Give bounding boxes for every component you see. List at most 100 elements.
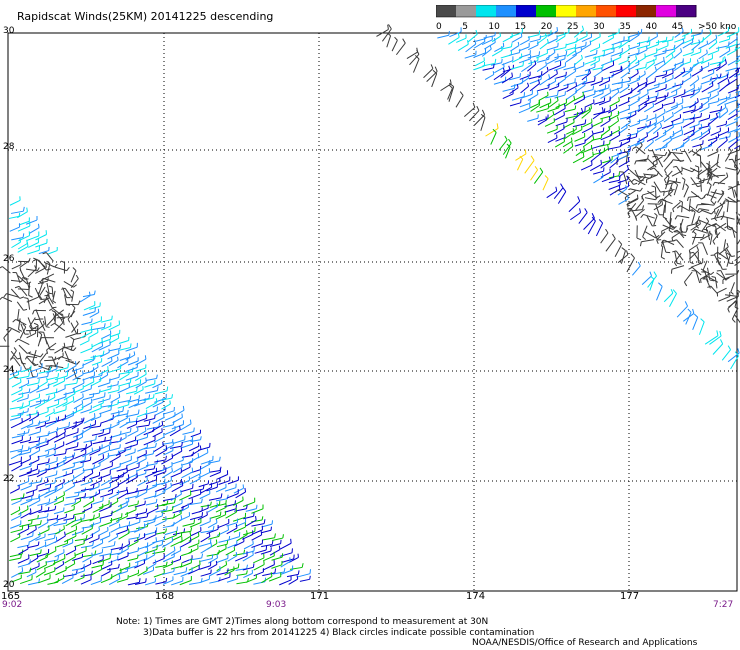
- wind-barb: [664, 94, 677, 100]
- wind-barb-flag: [70, 336, 75, 340]
- wind-barb: [737, 103, 740, 106]
- wind-barb: [83, 417, 96, 424]
- wind-barb: [490, 62, 502, 66]
- wind-barb-flag: [165, 577, 168, 582]
- wind-barb: [216, 564, 227, 572]
- wind-barb: [20, 368, 31, 373]
- wind-barb-flag: [81, 418, 84, 423]
- wind-barb: [62, 314, 65, 326]
- wind-barb-flag: [102, 428, 105, 434]
- wind-barb: [728, 38, 738, 46]
- wind-barb: [581, 89, 594, 93]
- wind-barb-flag: [594, 76, 596, 82]
- wind-barb-flag: [726, 252, 731, 256]
- wind-barb-flag: [655, 196, 659, 201]
- wind-barb: [581, 36, 592, 43]
- wind-barb: [171, 502, 183, 509]
- wind-barb: [605, 238, 616, 252]
- wind-barb: [18, 220, 30, 226]
- wind-barb: [9, 448, 23, 453]
- wind-barb: [672, 201, 681, 210]
- wind-barb: [582, 155, 594, 163]
- wind-barb: [80, 427, 92, 435]
- wind-barb: [137, 550, 148, 557]
- wind-barb: [73, 388, 84, 394]
- wind-barb: [18, 548, 29, 555]
- wind-barb-flag: [211, 554, 214, 559]
- wind-barb-flag: [672, 122, 674, 128]
- wind-barb-flag: [126, 467, 128, 473]
- wind-barb: [73, 403, 83, 410]
- wind-barb: [171, 485, 184, 493]
- wind-barb: [572, 123, 586, 128]
- wind-barb: [654, 133, 667, 141]
- wind-barb: [682, 41, 694, 49]
- wind-barb: [47, 466, 58, 471]
- wind-barb: [200, 486, 212, 494]
- wind-barb: [155, 581, 167, 585]
- wind-barb-flag: [129, 395, 132, 401]
- wind-barb-flag: [36, 267, 40, 272]
- wind-barb: [673, 108, 683, 115]
- wind-barb-flag: [625, 185, 628, 190]
- wind-barb-flag: [98, 526, 100, 531]
- wind-barb-flag: [548, 74, 551, 79]
- wind-barb: [707, 161, 710, 174]
- wind-barb-flag: [21, 402, 24, 408]
- wind-barb: [65, 372, 77, 380]
- wind-barb: [179, 579, 192, 586]
- wind-barb-flag: [197, 453, 200, 458]
- wind-barb: [83, 536, 93, 542]
- wind-barb-flag: [670, 187, 674, 192]
- wind-barb: [707, 116, 718, 126]
- wind-barb: [8, 460, 22, 466]
- wind-barb: [644, 141, 654, 150]
- wind-barb: [702, 242, 708, 256]
- wind-barb: [218, 480, 230, 485]
- wind-barb: [145, 502, 157, 506]
- wind-barb-flag: [672, 165, 677, 168]
- wind-barb-flag: [73, 452, 76, 457]
- wind-barb-flag: [689, 67, 692, 71]
- wind-barb: [10, 452, 22, 460]
- wind-barb-flag: [133, 351, 136, 356]
- wind-barb: [456, 37, 467, 43]
- wind-barb: [243, 515, 254, 520]
- wind-barb: [716, 272, 727, 281]
- wind-barb-flag: [274, 533, 276, 538]
- wind-barb-flag: [264, 577, 267, 582]
- scale-tick-label: >50 knots: [698, 22, 736, 32]
- wind-barb: [61, 414, 74, 422]
- wind-barb: [636, 135, 648, 143]
- wind-barb-flag: [638, 96, 640, 101]
- wind-barb: [43, 570, 55, 576]
- wind-barb-flag: [713, 209, 716, 215]
- wind-barb: [682, 179, 686, 190]
- wind-barb: [20, 358, 27, 370]
- wind-barb: [707, 151, 719, 157]
- wind-barb: [126, 516, 138, 520]
- wind-barb: [718, 38, 730, 43]
- wind-barb-flag: [58, 356, 62, 361]
- wind-barb-flag: [582, 152, 585, 158]
- wind-barb-flag: [706, 49, 708, 54]
- wind-barb: [26, 424, 40, 428]
- wind-barb-flag: [715, 136, 718, 141]
- wind-barb-flag: [121, 543, 124, 548]
- wind-barb-flag: [587, 69, 590, 75]
- wind-barb: [64, 425, 77, 431]
- wind-barb: [64, 502, 76, 506]
- wind-barb: [172, 439, 185, 445]
- wind-barb-flag: [672, 111, 674, 116]
- wind-barb: [601, 176, 614, 183]
- wind-barb: [565, 54, 577, 63]
- wind-barb: [566, 85, 577, 92]
- wind-barb-flag: [39, 520, 42, 525]
- wind-barb: [592, 67, 603, 71]
- wind-barb: [682, 120, 695, 128]
- wind-barb: [528, 44, 539, 51]
- wind-barb: [181, 461, 193, 466]
- wind-barb-flag: [700, 318, 705, 323]
- wind-barb: [691, 69, 703, 77]
